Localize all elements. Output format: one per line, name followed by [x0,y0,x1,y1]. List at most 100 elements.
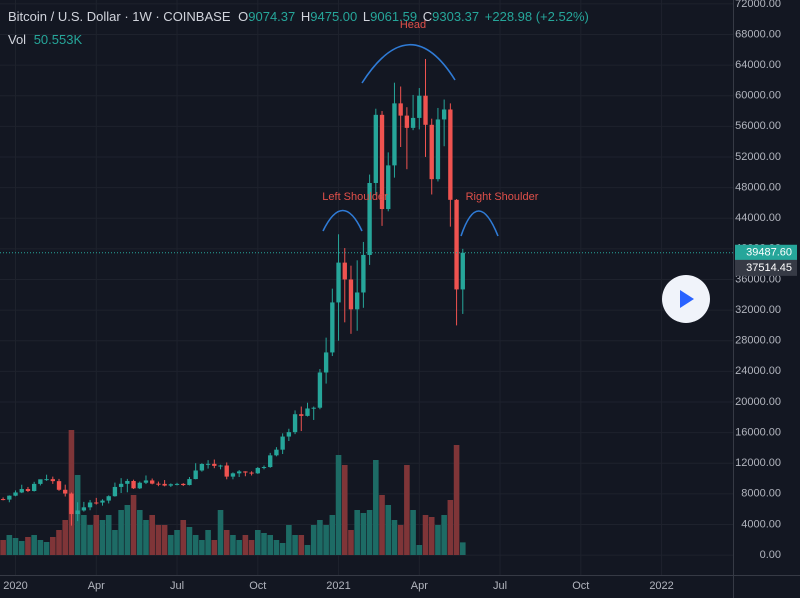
candle-body [361,254,366,293]
candle-body [255,467,260,474]
candle-body [212,463,217,466]
candle-body [342,262,347,280]
candle-body [100,500,105,503]
volume-bar [56,530,62,555]
candle-body [336,262,341,303]
volume-bar [323,525,329,555]
volume-bar [93,515,100,555]
y-tick-label: 68000.00 [735,28,781,40]
candle-body [274,449,279,456]
x-tick-label: Apr [411,580,428,592]
candle-body [379,114,385,210]
volume-bar [192,535,199,555]
play-icon[interactable] [680,290,694,308]
legend-header: Bitcoin / U.S. Dollar · 1W · COINBASE O9… [8,9,589,24]
candle-body [435,119,441,180]
volume-bar [453,445,460,555]
vol-value: 50.553K [34,32,83,47]
volume-bar [50,537,56,555]
head-arc [361,44,456,84]
candle-body [162,483,167,486]
volume-bar [286,525,292,555]
volume-bar [87,525,93,555]
field-value: 9303.37 [432,9,479,24]
candle-body [87,502,93,508]
volume-bar [180,520,187,555]
candle-body [38,479,43,484]
field-key: C [423,9,432,24]
grid [0,0,733,575]
x-tick-label: Oct [572,580,589,592]
candle-body [460,252,465,290]
left-shoulder-arc [322,209,363,232]
candle-body [224,465,229,477]
candle-body [44,479,49,481]
field-key: H [301,9,310,24]
candle-body [106,496,111,501]
candle-body [286,432,292,437]
volume-bar [317,520,323,555]
candle-body [305,408,310,416]
volume-bar [81,515,87,555]
y-tick-label: 72000.00 [735,0,781,10]
candle-body [429,124,434,180]
volume-bar [441,515,447,555]
candle-body [137,482,142,489]
y-tick-label: 28000.00 [735,335,781,347]
volume-bar [373,460,379,555]
candle-body [125,480,130,484]
change: +228.98 (+2.52%) [485,9,589,24]
volume-bar [174,530,180,555]
price-tag [735,244,797,261]
volume-bar [447,500,454,555]
volume-bar [25,537,31,555]
x-tick-label: 2021 [326,580,350,592]
volume-bar [0,540,6,555]
volume-bar [254,530,261,555]
volume-bar [459,542,466,555]
candle-body [56,481,62,490]
volume-bar [199,540,205,555]
volume-bar [130,495,137,555]
candle-body [404,115,410,128]
candle-body [118,483,124,487]
field-value: 9475.00 [310,9,357,24]
field-value: 9074.37 [248,9,295,24]
volume-bar [298,535,305,555]
candle-body [386,165,391,210]
volume-bar [404,465,410,555]
volume-bar [43,542,50,555]
candle-body [7,495,12,500]
candle-body [280,436,285,450]
volume-bar [428,517,435,555]
volume-bar [118,510,124,555]
candle-body [243,471,248,473]
volume-bar [360,513,367,555]
play-button[interactable] [662,275,710,323]
volume-bar [161,525,168,555]
volume-bar [261,533,267,555]
volume-bar [335,455,342,555]
price-tag-label: 39487.60 [746,247,792,259]
volume-bar [124,505,131,555]
volume-bar [105,515,112,555]
x-tick-label: Apr [88,580,105,592]
price-tag-label: 37514.45 [746,262,792,274]
y-tick-label: 60000.00 [735,90,781,102]
candle-body [94,502,99,504]
candle-body [268,455,273,468]
volume-bar [211,540,218,555]
annotation: Head [400,19,426,31]
volume-bar [37,540,44,555]
candle-body [131,480,136,489]
candle-body [199,463,205,471]
volume-bar [217,510,224,555]
candle-body [348,279,354,310]
field-key: O [238,9,248,24]
candle-body [398,103,403,116]
x-tick-label: Jul [170,580,184,592]
volume-bar [267,535,274,555]
price-tag [735,259,797,276]
y-tick-label: 44000.00 [735,212,781,224]
